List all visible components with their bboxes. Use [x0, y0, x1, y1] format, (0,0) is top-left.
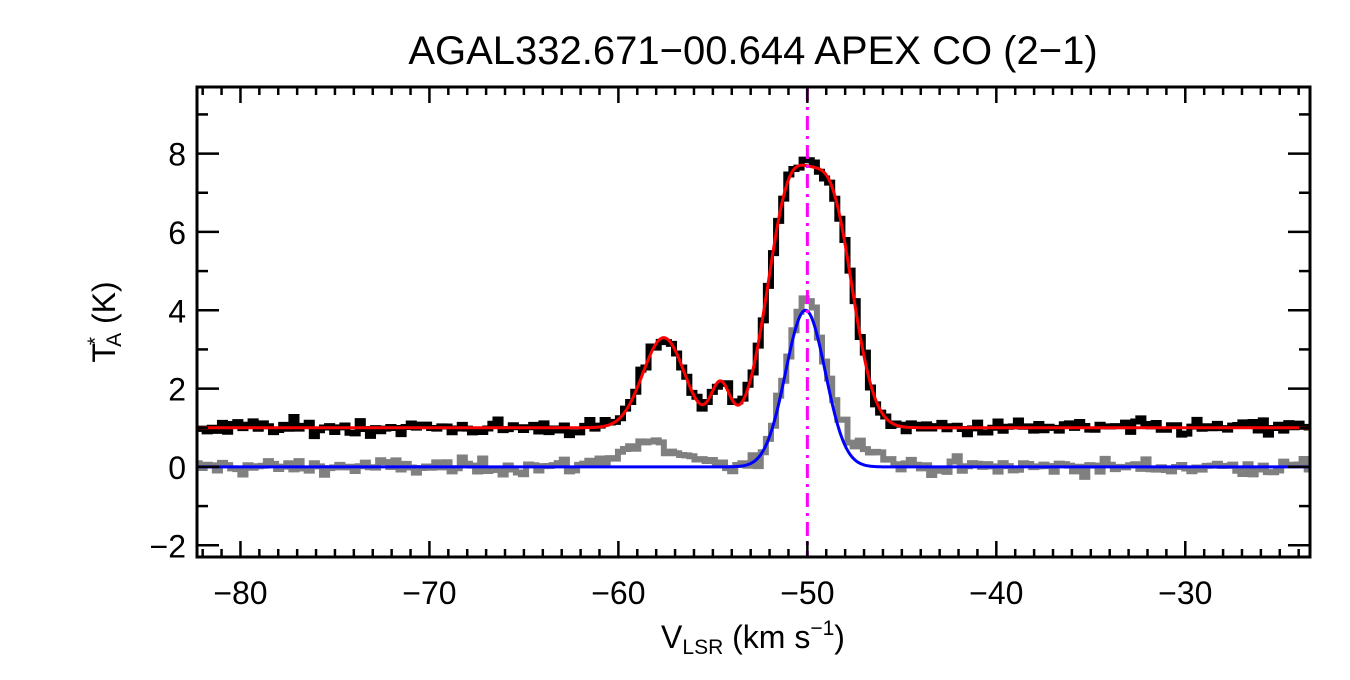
x-tick-label: −60	[591, 575, 645, 611]
y-tick-label: 6	[168, 215, 186, 251]
y-tick-label: 8	[168, 137, 186, 173]
x-axis: −80 −70 −60 −50 −40 −30	[201, 87, 1300, 611]
series-gaussian-fit	[197, 308, 1310, 469]
y-tick-label: 4	[168, 293, 186, 329]
y-tick-label: −2	[150, 528, 186, 564]
y-tick-label: 0	[168, 450, 186, 486]
x-tick-label: −50	[780, 575, 834, 611]
x-tick-label: −70	[402, 575, 456, 611]
x-tick-label: −40	[969, 575, 1023, 611]
x-axis-label: VLSR (km s−1)	[661, 617, 845, 659]
y-axis-label: T*A (K)	[84, 281, 126, 362]
series-co-2-1-spectrum	[197, 156, 1310, 440]
x-tick-label: −30	[1158, 575, 1212, 611]
plot-area	[195, 85, 1312, 559]
series-multi-gaussian-fit	[197, 163, 1310, 430]
x-tick-label: −80	[213, 575, 267, 611]
y-tick-label: 2	[168, 372, 186, 408]
plot-frame	[195, 85, 1312, 559]
y-axis: −2 0 2 4 6 8	[150, 113, 1310, 564]
chart-title: AGAL332.671−00.644 APEX CO (2−1)	[408, 29, 1097, 73]
